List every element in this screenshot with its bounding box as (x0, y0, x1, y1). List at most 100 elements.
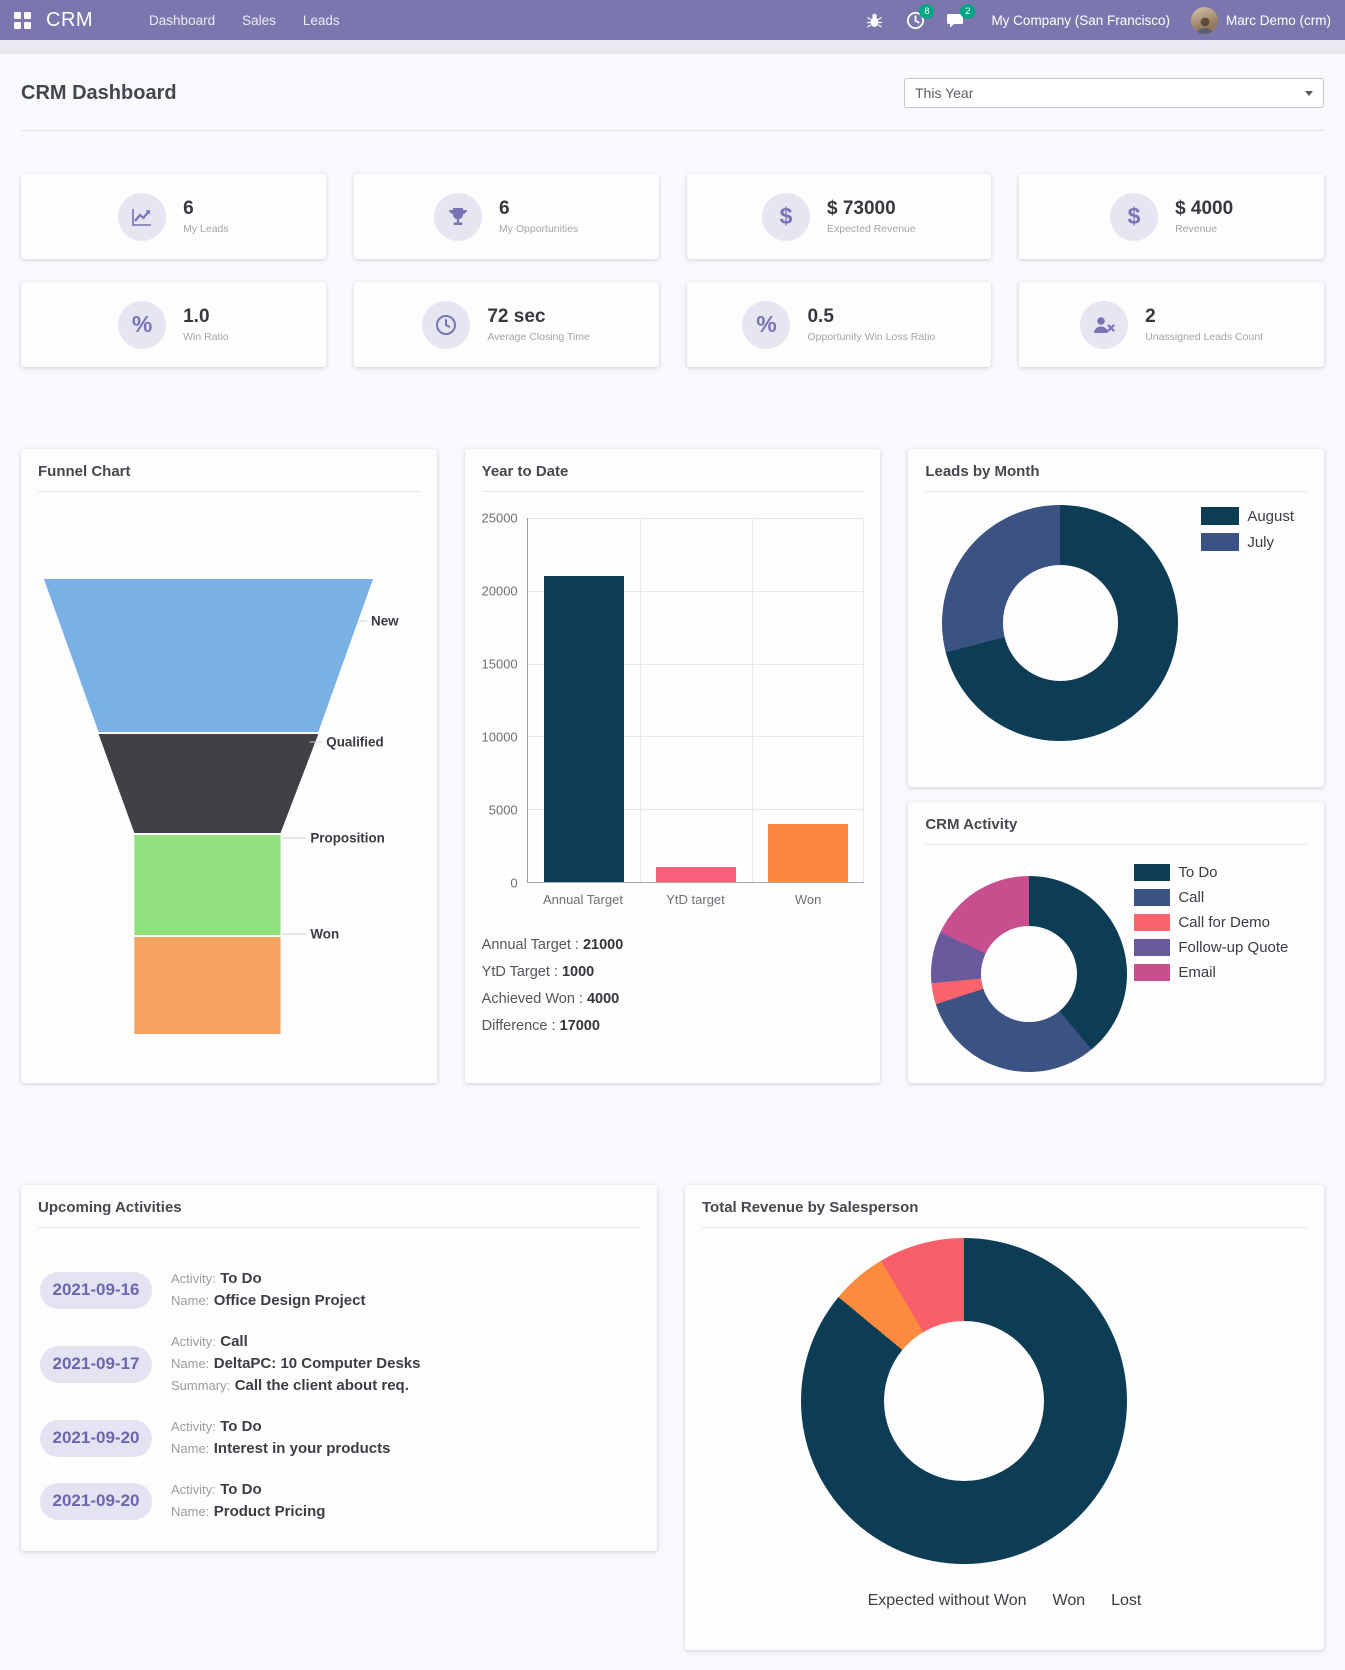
legend-label: July (1247, 533, 1275, 551)
activity-date-pill: 2021-09-17 (40, 1345, 152, 1383)
app-brand[interactable]: CRM (46, 8, 94, 31)
bar-won (768, 823, 849, 882)
menu-sales[interactable]: Sales (242, 12, 276, 28)
bar-ytd-target (655, 867, 736, 882)
bar-annual-target (543, 576, 624, 882)
main-menu: Dashboard Sales Leads (149, 13, 340, 28)
funnel-stage-label: New (371, 613, 399, 628)
leads-by-month-card: Leads by Month August July (908, 449, 1324, 787)
kpi-label: Revenue (1175, 222, 1218, 235)
divider (702, 1227, 1307, 1228)
divider (925, 491, 1307, 492)
kpi-value: 2 (1145, 305, 1156, 327)
divider (925, 844, 1307, 845)
kpi-value: $ 73000 (827, 197, 896, 219)
kpi-label: My Leads (183, 222, 229, 235)
legend-label: Call for Demo (1178, 914, 1271, 931)
activity-type: Call (220, 1333, 248, 1350)
kpi-win-ratio: % 1.0 Win Ratio (21, 282, 326, 367)
total-revenue-title: Total Revenue by Salesperson (702, 1199, 919, 1216)
kpi-label: Win Ratio (183, 330, 229, 343)
header-divider (21, 130, 1324, 131)
kpi-value: $ 4000 (1175, 197, 1234, 219)
activity-date-pill: 2021-09-20 (40, 1419, 152, 1457)
apps-menu-icon[interactable] (14, 11, 31, 29)
messages-chat-icon[interactable]: 2 (946, 4, 976, 30)
funnel-stage-label: Qualified (326, 734, 383, 749)
activity-name: Product Pricing (213, 1503, 326, 1520)
funnel-stage (98, 734, 319, 833)
divider (38, 491, 420, 492)
legend-label: To Do (1178, 864, 1218, 881)
field-label: Summary: (171, 1378, 231, 1393)
activity-type: To Do (220, 1270, 262, 1287)
x-label: YtD target (666, 892, 725, 907)
kpi-value: 0.5 (807, 305, 834, 327)
summary-value: 17000 (559, 1018, 600, 1034)
field-label: Name: (171, 1293, 210, 1308)
top-navbar: CRM Dashboard Sales Leads 8 (0, 0, 1345, 40)
dollar-icon: $ (1110, 192, 1159, 241)
crm-activity-legend: To Do Call Call for Demo Follow-up Quote… (1134, 864, 1288, 989)
field-label: Activity: (171, 1482, 216, 1497)
activity-name: DeltaPC: 10 Computer Desks (213, 1355, 421, 1372)
chevron-down-icon (1305, 90, 1313, 96)
activity-name: Office Design Project (213, 1292, 366, 1309)
summary-label: YtD Target : (481, 964, 558, 980)
total-revenue-donut (801, 1238, 1127, 1564)
y-tick: 20000 (481, 583, 518, 599)
year-to-date-card: Year to Date 25000 20000 15000 10000 500… (464, 449, 881, 1083)
activities-clock-icon[interactable]: 8 (905, 4, 935, 30)
funnel-chart: New Qualified Proposition Won (21, 490, 437, 1083)
dollar-icon: $ (762, 192, 810, 241)
kpi-label: My Opportunities (498, 222, 579, 235)
crm-activity-title: CRM Activity (925, 816, 1018, 833)
summary-label: Achieved Won : (481, 991, 583, 1007)
debug-bug-icon[interactable] (864, 10, 884, 30)
x-axis-labels: Annual Target YtD target Won (527, 892, 865, 907)
kpi-value: 72 sec (487, 305, 546, 327)
kpi-label: Average Closing Time (487, 330, 590, 343)
activity-row: 2021-09-17 Activity: Call Name: DeltaPC:… (40, 1331, 640, 1397)
company-switcher[interactable]: My Company (San Francisco) (991, 12, 1170, 28)
line-chart-icon (118, 192, 167, 241)
activity-date-pill: 2021-09-16 (40, 1271, 152, 1309)
funnel-stage-label: Won (310, 926, 339, 941)
field-label: Name: (171, 1356, 210, 1371)
legend-label: August (1247, 507, 1295, 525)
y-tick: 25000 (481, 510, 518, 526)
percent-icon: % (118, 300, 167, 349)
leads-by-month-legend: August July (1201, 507, 1294, 559)
summary-value: 4000 (586, 991, 620, 1007)
messages-count-badge: 2 (960, 4, 976, 19)
kpi-value: 6 (498, 197, 510, 219)
plot-area (526, 518, 865, 883)
year-to-date-title: Year to Date (481, 463, 569, 480)
period-select-value: This Year (915, 85, 974, 101)
activities-count-badge: 8 (919, 4, 935, 19)
menu-dashboard[interactable]: Dashboard (149, 12, 216, 28)
field-label: Activity: (171, 1334, 216, 1349)
user-avatar (1191, 6, 1218, 34)
leads-by-month-donut (942, 505, 1179, 741)
divider (38, 1227, 640, 1228)
menu-leads[interactable]: Leads (302, 12, 340, 28)
legend-label: Email (1178, 964, 1216, 981)
user-menu[interactable]: Marc Demo (crm) (1191, 6, 1331, 34)
summary-value: 21000 (582, 937, 624, 953)
funnel-chart-card: Funnel Chart New Qualified Proposition Won (21, 449, 437, 1083)
period-select[interactable]: This Year (904, 78, 1324, 108)
kpi-expected-revenue: $ $ 73000 Expected Revenue (686, 174, 992, 259)
funnel-svg: New Qualified Proposition Won (43, 579, 399, 1034)
legend-label: Lost (1111, 1592, 1142, 1609)
y-tick: 15000 (481, 656, 518, 672)
legend-label: Call (1178, 889, 1205, 906)
total-revenue-by-salesperson-card: Total Revenue by Salesperson Expected wi… (685, 1185, 1324, 1650)
year-to-date-bar-chart: 25000 20000 15000 10000 5000 0 (481, 511, 865, 891)
kpi-label: Unassigned Leads Count (1145, 330, 1264, 343)
field-label: Activity: (171, 1419, 216, 1434)
user-x-icon (1080, 300, 1129, 349)
activity-summary: Call the client about req. (234, 1377, 409, 1394)
upcoming-activities-list: 2021-09-16 Activity: To Do Name: Office … (21, 1228, 657, 1523)
page-title: CRM Dashboard (21, 81, 177, 104)
